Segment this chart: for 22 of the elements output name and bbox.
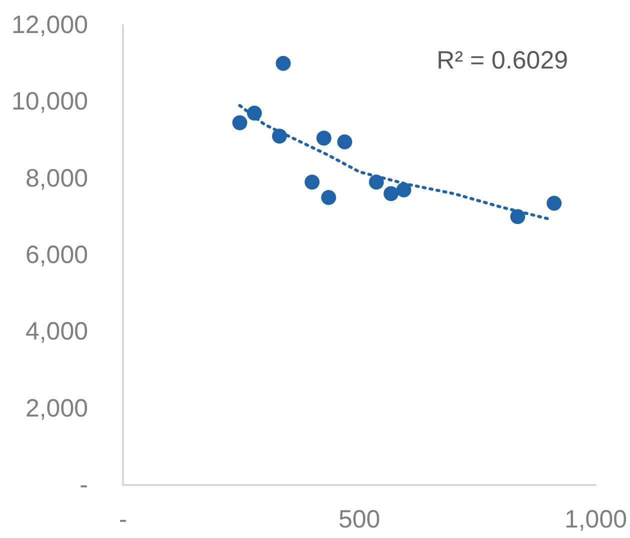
x-tick-label: 1,000: [564, 506, 627, 534]
point: [368, 174, 384, 190]
point: [232, 115, 248, 130]
y-tick-label: 12,000: [12, 11, 88, 39]
y-tick-label: 8,000: [25, 164, 88, 192]
point: [304, 174, 320, 190]
x-tick-label: 500: [338, 506, 380, 534]
y-tick-label: 10,000: [12, 88, 88, 116]
y-tick-label: -: [80, 471, 88, 499]
annotation: R² = 0.6029: [436, 46, 568, 74]
point: [396, 182, 412, 198]
point: [316, 130, 332, 146]
y-tick-label: 2,000: [25, 394, 88, 422]
y-tick-label: 4,000: [25, 318, 88, 346]
x-tick-label: -: [118, 506, 128, 534]
point: [384, 186, 399, 202]
point: [276, 56, 291, 71]
y-tick-label: 6,000: [25, 241, 88, 269]
point: [546, 196, 562, 211]
point: [337, 134, 352, 150]
point: [321, 190, 336, 205]
line-series: [238, 104, 550, 220]
